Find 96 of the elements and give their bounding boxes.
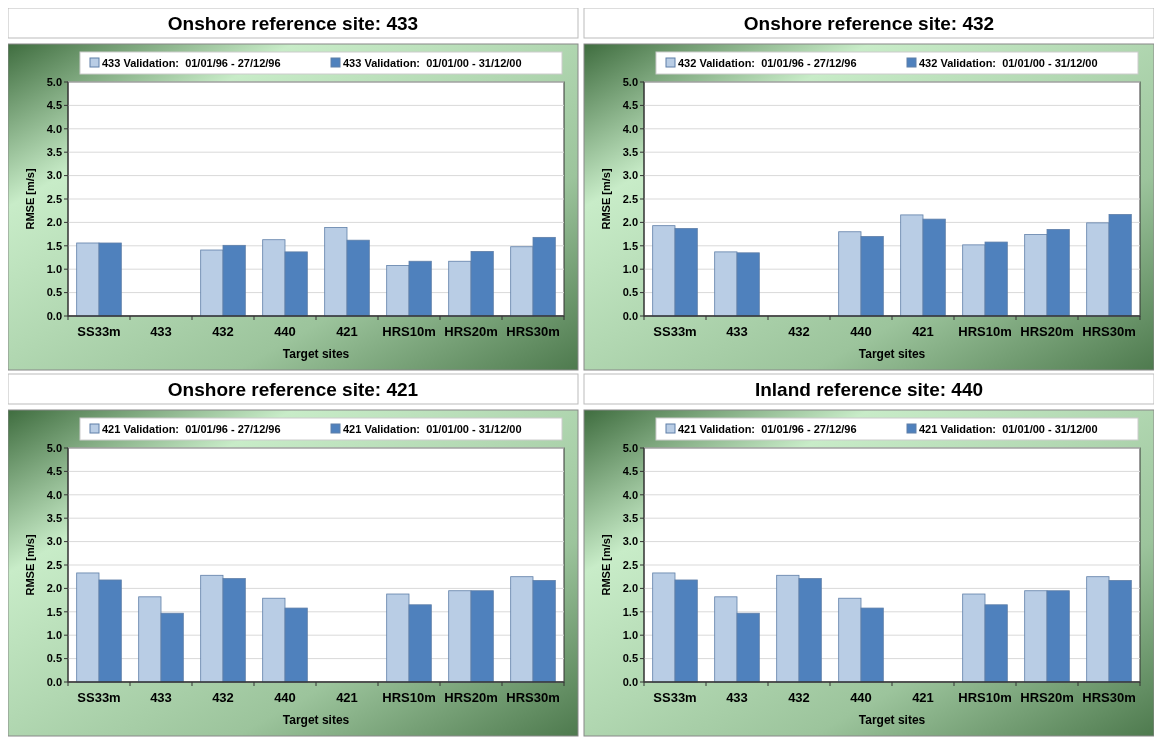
y-tick-label: 4.5 bbox=[46, 99, 62, 112]
x-tick-label: HRS10m bbox=[382, 690, 436, 705]
y-axis-title: RMSE [m/s] bbox=[24, 168, 36, 230]
y-tick-label: 0.0 bbox=[622, 309, 638, 322]
x-tick-label: 421 bbox=[912, 690, 934, 705]
x-tick-label: HRS20m bbox=[444, 324, 498, 339]
chart-title: Onshore reference site: 433 bbox=[167, 13, 419, 34]
x-tick-label: 433 bbox=[726, 324, 748, 339]
legend-label: 421 Validation: 01/01/00 - 31/12/00 bbox=[919, 423, 1098, 435]
y-tick-label: 5.0 bbox=[622, 441, 638, 454]
x-axis-title: Target sites bbox=[282, 347, 350, 361]
x-tick-label: HRS20m bbox=[444, 690, 498, 705]
legend-label: 421 Validation: 01/01/96 - 27/12/96 bbox=[102, 423, 281, 435]
y-tick-label: 3.5 bbox=[622, 512, 638, 525]
y-tick-label: 4.5 bbox=[622, 99, 638, 112]
y-tick-label: 0.0 bbox=[622, 675, 638, 688]
y-tick-label: 0.0 bbox=[46, 309, 62, 322]
y-tick-label: 4.0 bbox=[46, 122, 62, 135]
x-tick-label: HRS30m bbox=[1082, 324, 1136, 339]
x-tick-label: HRS30m bbox=[1082, 690, 1136, 705]
y-tick-label: 2.5 bbox=[46, 192, 62, 205]
x-tick-label: 440 bbox=[274, 324, 296, 339]
x-tick-label: HRS10m bbox=[958, 324, 1012, 339]
y-tick-label: 2.5 bbox=[46, 558, 62, 571]
chart-title: Inland reference site: 440 bbox=[754, 379, 984, 400]
y-tick-label: 3.0 bbox=[622, 169, 638, 182]
x-tick-label: 433 bbox=[726, 690, 748, 705]
x-axis-title: Target sites bbox=[858, 713, 926, 727]
x-tick-label: SS33m bbox=[653, 690, 697, 705]
chart-title: Onshore reference site: 432 bbox=[743, 13, 995, 34]
y-axis-title: RMSE [m/s] bbox=[600, 534, 612, 596]
y-tick-label: 0.5 bbox=[622, 652, 638, 665]
x-tick-label: HRS20m bbox=[1020, 690, 1074, 705]
y-tick-label: 1.0 bbox=[46, 263, 62, 276]
y-axis-title: RMSE [m/s] bbox=[600, 168, 612, 230]
x-tick-label: 432 bbox=[212, 324, 234, 339]
y-tick-label: 2.0 bbox=[622, 216, 638, 229]
y-tick-label: 1.0 bbox=[622, 629, 638, 642]
y-tick-label: 3.5 bbox=[46, 512, 62, 525]
x-tick-label: SS33m bbox=[653, 324, 697, 339]
y-tick-label: 0.5 bbox=[46, 652, 62, 665]
x-tick-label: 421 bbox=[336, 324, 358, 339]
x-tick-label: 440 bbox=[850, 324, 872, 339]
x-axis-title: Target sites bbox=[282, 713, 350, 727]
legend-label: 421 Validation: 01/01/00 - 31/12/00 bbox=[343, 423, 522, 435]
x-axis-title: Target sites bbox=[858, 347, 926, 361]
y-tick-label: 0.0 bbox=[46, 675, 62, 688]
y-tick-label: 4.5 bbox=[622, 465, 638, 478]
x-tick-label: 432 bbox=[788, 690, 810, 705]
y-tick-label: 3.0 bbox=[46, 169, 62, 182]
y-axis-title: RMSE [m/s] bbox=[24, 534, 36, 596]
y-tick-label: 2.0 bbox=[622, 582, 638, 595]
y-tick-label: 0.5 bbox=[622, 286, 638, 299]
x-tick-label: 440 bbox=[274, 690, 296, 705]
y-tick-label: 3.5 bbox=[46, 146, 62, 159]
y-tick-label: 3.5 bbox=[622, 146, 638, 159]
y-tick-label: 1.5 bbox=[46, 239, 62, 252]
legend-label: 432 Validation: 01/01/96 - 27/12/96 bbox=[678, 57, 857, 69]
y-tick-label: 2.0 bbox=[46, 582, 62, 595]
y-tick-label: 1.5 bbox=[622, 239, 638, 252]
y-tick-label: 2.0 bbox=[46, 216, 62, 229]
x-tick-label: SS33m bbox=[77, 324, 121, 339]
x-tick-label: HRS30m bbox=[506, 690, 560, 705]
x-tick-label: 432 bbox=[788, 324, 810, 339]
x-tick-label: SS33m bbox=[77, 690, 121, 705]
y-tick-label: 1.5 bbox=[46, 605, 62, 618]
y-tick-label: 1.0 bbox=[622, 263, 638, 276]
y-tick-label: 4.5 bbox=[46, 465, 62, 478]
y-tick-label: 5.0 bbox=[46, 75, 62, 88]
y-tick-label: 3.0 bbox=[622, 535, 638, 548]
y-tick-label: 2.5 bbox=[622, 558, 638, 571]
y-tick-label: 2.5 bbox=[622, 192, 638, 205]
x-tick-label: HRS10m bbox=[958, 690, 1012, 705]
y-tick-label: 1.0 bbox=[46, 629, 62, 642]
y-tick-label: 4.0 bbox=[622, 122, 638, 135]
y-tick-label: 0.5 bbox=[46, 286, 62, 299]
legend-label: 433 Validation: 01/01/00 - 31/12/00 bbox=[343, 57, 522, 69]
legend-label: 433 Validation: 01/01/96 - 27/12/96 bbox=[102, 57, 281, 69]
chart-title: Onshore reference site: 421 bbox=[167, 379, 419, 400]
y-tick-label: 4.0 bbox=[622, 488, 638, 501]
x-tick-label: HRS30m bbox=[506, 324, 560, 339]
x-tick-label: 421 bbox=[336, 690, 358, 705]
y-tick-label: 3.0 bbox=[46, 535, 62, 548]
x-tick-label: 421 bbox=[912, 324, 934, 339]
x-tick-label: 433 bbox=[150, 690, 172, 705]
x-tick-label: 433 bbox=[150, 324, 172, 339]
legend-label: 421 Validation: 01/01/96 - 27/12/96 bbox=[678, 423, 857, 435]
y-tick-label: 1.5 bbox=[622, 605, 638, 618]
x-tick-label: HRS20m bbox=[1020, 324, 1074, 339]
y-tick-label: 5.0 bbox=[622, 75, 638, 88]
x-tick-label: HRS10m bbox=[382, 324, 436, 339]
x-tick-label: 440 bbox=[850, 690, 872, 705]
legend-label: 432 Validation: 01/01/00 - 31/12/00 bbox=[919, 57, 1098, 69]
y-tick-label: 4.0 bbox=[46, 488, 62, 501]
y-tick-label: 5.0 bbox=[46, 441, 62, 454]
x-tick-label: 432 bbox=[212, 690, 234, 705]
